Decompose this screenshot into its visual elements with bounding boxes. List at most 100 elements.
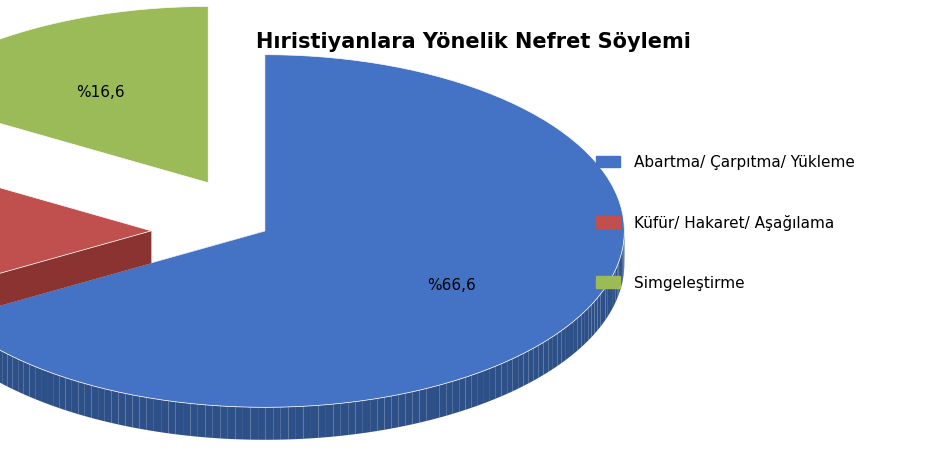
Polygon shape [617, 263, 619, 299]
Polygon shape [459, 377, 465, 412]
Polygon shape [0, 143, 151, 319]
Polygon shape [47, 371, 53, 406]
Text: %66,6: %66,6 [427, 277, 476, 292]
Polygon shape [507, 359, 513, 394]
Polygon shape [538, 343, 544, 378]
Polygon shape [289, 407, 296, 439]
Polygon shape [621, 252, 622, 288]
Polygon shape [392, 395, 398, 429]
Polygon shape [465, 375, 472, 410]
Polygon shape [12, 357, 18, 392]
Polygon shape [85, 384, 92, 418]
Polygon shape [273, 407, 281, 440]
Polygon shape [523, 351, 529, 386]
Text: Abartma/ Çarpıtma/ Yükleme: Abartma/ Çarpıtma/ Yükleme [634, 155, 854, 169]
Polygon shape [447, 382, 453, 416]
Polygon shape [311, 406, 319, 438]
Text: Hıristiyanlara Yönelik Nefret Söylemi: Hıristiyanlara Yönelik Nefret Söylemi [255, 32, 691, 52]
Polygon shape [118, 392, 126, 426]
Polygon shape [598, 295, 601, 331]
Polygon shape [552, 334, 557, 369]
Polygon shape [513, 357, 518, 391]
Polygon shape [220, 406, 228, 439]
Polygon shape [105, 389, 112, 423]
Polygon shape [472, 373, 478, 408]
Polygon shape [588, 305, 591, 341]
Polygon shape [0, 56, 624, 407]
Polygon shape [29, 364, 35, 399]
Polygon shape [578, 315, 582, 350]
Polygon shape [433, 385, 440, 419]
Polygon shape [60, 376, 65, 410]
Polygon shape [92, 386, 98, 420]
Polygon shape [566, 325, 570, 360]
Polygon shape [35, 367, 41, 401]
Polygon shape [614, 270, 616, 306]
Polygon shape [453, 380, 459, 414]
Polygon shape [65, 378, 72, 413]
Bar [596, 276, 620, 288]
Polygon shape [53, 374, 60, 408]
Polygon shape [356, 401, 363, 434]
Polygon shape [595, 298, 598, 334]
Polygon shape [570, 321, 574, 357]
Polygon shape [478, 371, 484, 406]
Polygon shape [518, 354, 523, 389]
Polygon shape [620, 255, 621, 291]
Polygon shape [132, 395, 140, 429]
Polygon shape [501, 362, 507, 396]
Polygon shape [0, 232, 265, 351]
Polygon shape [168, 401, 176, 434]
Polygon shape [251, 407, 258, 440]
Polygon shape [41, 369, 47, 404]
Polygon shape [213, 406, 220, 438]
Polygon shape [333, 403, 341, 437]
Text: %16,6: %16,6 [77, 84, 125, 100]
Polygon shape [198, 404, 205, 438]
Polygon shape [562, 328, 566, 363]
Polygon shape [406, 392, 412, 426]
Polygon shape [0, 7, 208, 183]
Polygon shape [601, 291, 603, 327]
Polygon shape [348, 402, 356, 435]
Polygon shape [326, 404, 333, 437]
Polygon shape [72, 380, 79, 414]
Polygon shape [549, 337, 552, 372]
Polygon shape [534, 345, 538, 381]
Polygon shape [529, 348, 534, 383]
Polygon shape [557, 331, 562, 366]
Polygon shape [190, 404, 198, 437]
Polygon shape [296, 407, 304, 439]
Polygon shape [419, 389, 427, 423]
Polygon shape [363, 400, 370, 433]
Polygon shape [154, 399, 161, 432]
Polygon shape [176, 402, 183, 435]
Polygon shape [243, 407, 251, 440]
Polygon shape [112, 391, 118, 425]
Bar [596, 216, 620, 228]
Polygon shape [412, 390, 419, 424]
Polygon shape [258, 407, 266, 440]
Polygon shape [236, 407, 243, 439]
Polygon shape [18, 359, 24, 394]
Polygon shape [370, 399, 377, 432]
Polygon shape [384, 396, 392, 430]
Polygon shape [183, 403, 190, 436]
Polygon shape [266, 407, 273, 440]
Polygon shape [228, 407, 236, 439]
Polygon shape [605, 284, 608, 320]
Polygon shape [147, 398, 154, 431]
Polygon shape [610, 277, 612, 313]
Polygon shape [608, 281, 610, 317]
Polygon shape [612, 274, 614, 310]
Polygon shape [574, 318, 578, 354]
Polygon shape [140, 396, 147, 430]
Polygon shape [0, 232, 151, 351]
Polygon shape [319, 405, 326, 438]
Polygon shape [490, 366, 496, 401]
Polygon shape [161, 400, 168, 433]
Polygon shape [398, 394, 406, 427]
Polygon shape [304, 406, 311, 439]
Polygon shape [8, 354, 12, 389]
Polygon shape [377, 397, 384, 431]
